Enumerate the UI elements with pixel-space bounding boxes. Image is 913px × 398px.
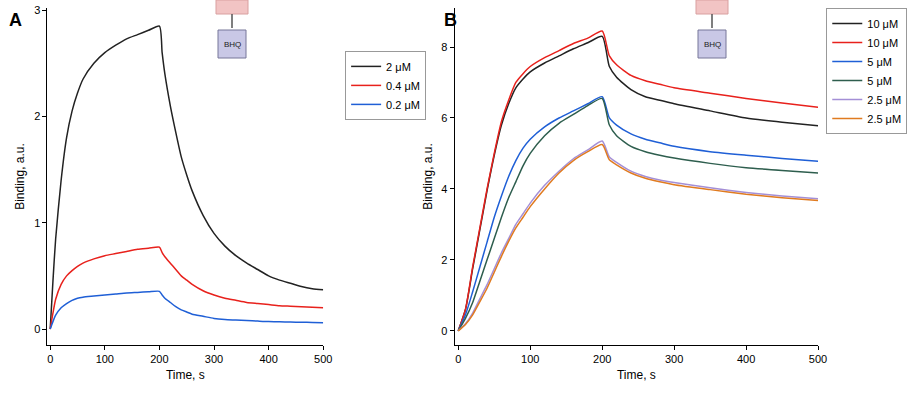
svg-text:2.5 μM: 2.5 μM	[867, 113, 901, 125]
svg-text:0: 0	[34, 323, 40, 335]
svg-text:100: 100	[521, 353, 539, 365]
svg-text:Time, s: Time, s	[617, 368, 656, 382]
svg-text:0: 0	[441, 325, 447, 337]
svg-text:0: 0	[47, 353, 53, 365]
svg-text:300: 300	[665, 353, 683, 365]
svg-text:1: 1	[34, 217, 40, 229]
svg-text:100: 100	[96, 353, 114, 365]
svg-text:200: 200	[593, 353, 611, 365]
svg-text:8: 8	[441, 41, 447, 53]
svg-text:A: A	[9, 10, 22, 30]
svg-text:Binding, a.u.: Binding, a.u.	[421, 143, 435, 210]
svg-text:400: 400	[259, 353, 277, 365]
svg-text:Time, s: Time, s	[166, 368, 205, 382]
svg-text:5 μM: 5 μM	[867, 56, 892, 68]
svg-text:500: 500	[314, 353, 332, 365]
svg-text:3: 3	[34, 4, 40, 16]
svg-text:200: 200	[150, 353, 168, 365]
svg-text:10 μM: 10 μM	[867, 37, 898, 49]
svg-text:5 μM: 5 μM	[867, 75, 892, 87]
svg-text:500: 500	[809, 353, 827, 365]
svg-text:2: 2	[34, 110, 40, 122]
svg-text:0: 0	[455, 353, 461, 365]
svg-text:BHQ: BHQ	[704, 40, 721, 49]
svg-text:0.4 μM: 0.4 μM	[386, 80, 420, 92]
svg-text:B: B	[444, 10, 457, 30]
svg-text:Binding, a.u.: Binding, a.u.	[13, 143, 27, 210]
svg-text:0.2 μM: 0.2 μM	[386, 99, 420, 111]
svg-text:2.5 μM: 2.5 μM	[867, 94, 901, 106]
svg-text:BHQ: BHQ	[224, 40, 241, 49]
svg-text:2 μM: 2 μM	[386, 61, 411, 73]
svg-text:6: 6	[441, 112, 447, 124]
svg-text:400: 400	[737, 353, 755, 365]
svg-text:4: 4	[441, 183, 447, 195]
svg-text:300: 300	[205, 353, 223, 365]
svg-text:2: 2	[441, 254, 447, 266]
svg-text:10 μM: 10 μM	[867, 18, 898, 30]
